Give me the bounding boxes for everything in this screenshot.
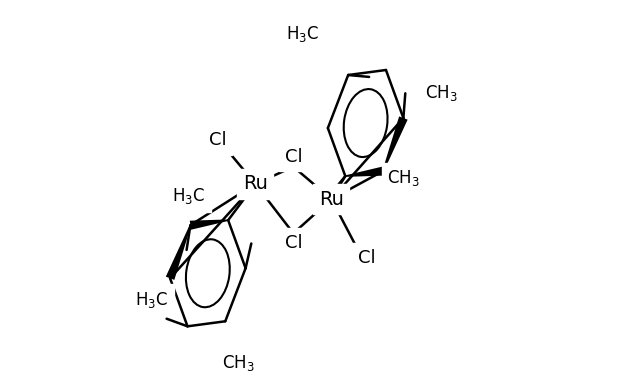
Polygon shape — [345, 167, 383, 177]
Text: H$_3$C: H$_3$C — [286, 24, 319, 44]
Polygon shape — [382, 116, 408, 171]
Text: H$_3$C: H$_3$C — [172, 186, 205, 206]
Text: CH$_3$: CH$_3$ — [426, 83, 458, 103]
Text: Ru: Ru — [243, 174, 268, 193]
Text: Ru: Ru — [319, 190, 344, 209]
Text: Cl: Cl — [209, 131, 226, 149]
Text: CH$_3$: CH$_3$ — [387, 168, 420, 188]
Text: Cl: Cl — [285, 147, 302, 165]
Text: Cl: Cl — [285, 234, 302, 252]
Polygon shape — [166, 225, 191, 280]
Polygon shape — [190, 219, 228, 230]
Text: Cl: Cl — [358, 249, 375, 267]
Text: CH$_3$: CH$_3$ — [222, 354, 255, 373]
Text: H$_3$C: H$_3$C — [135, 290, 168, 310]
